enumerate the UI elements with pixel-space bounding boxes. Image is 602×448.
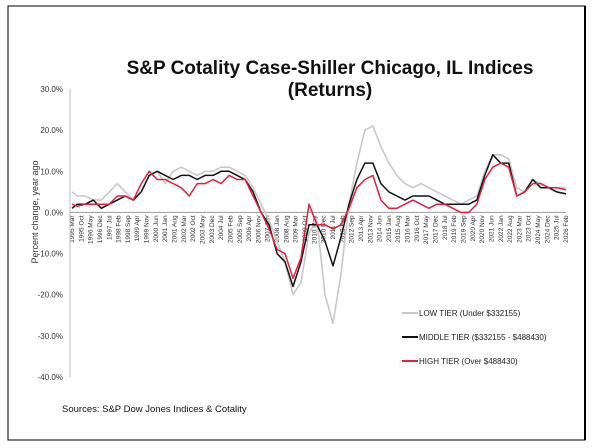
x-tick-label: 2005 Feb: [227, 215, 234, 243]
x-tick-label: 2022 Aug: [507, 215, 514, 243]
x-tick-label: 1996 Dec: [97, 215, 104, 244]
x-tick-label: 2000 Jun: [153, 215, 160, 242]
x-tick-label: 2023 Mar: [516, 215, 523, 243]
chart-frame: [7, 5, 586, 441]
y-axis-label: Percent change, year ago: [30, 160, 40, 263]
x-tick-label: 1998 Sep: [125, 215, 132, 243]
x-tick-label: 2022 Jan: [498, 215, 505, 242]
legend: LOW TIER (Under $332155) MIDDLE TIER ($33…: [402, 309, 547, 366]
x-tick-label: 2015 Aug: [395, 215, 402, 243]
x-tick-label: 1999 Nov: [144, 215, 151, 244]
legend-label: HIGH TIER (Over $488430): [419, 357, 518, 366]
x-tick-label: 2010 Dec: [321, 215, 328, 244]
series-line-high-tier: [71, 162, 567, 280]
y-tick-label: -40.0%: [38, 373, 63, 382]
chart-title-line1: S&P Cotality Case-Shiller Chicago, IL In…: [127, 58, 534, 79]
y-tick-label: 10.0%: [40, 167, 63, 176]
x-tick-label: 2010 May: [311, 215, 318, 244]
x-tick-label: 2011 Jul: [330, 215, 337, 240]
x-tick-label: 1996 May: [88, 215, 95, 244]
x-tick-label: 2004 Jul: [218, 215, 225, 240]
x-tick-label: 2017 Dec: [433, 215, 440, 244]
x-tick-label: 2006 Nov: [255, 215, 262, 244]
x-tick-label: 2025 Jul: [554, 215, 561, 240]
x-tick-label: 2001 Jan: [162, 215, 169, 242]
x-tick-label: 2024 Dec: [544, 215, 551, 244]
x-tick-label: 1997 Jul: [106, 215, 113, 240]
x-tick-label: 2017 May: [423, 215, 430, 244]
y-ticks: 30.0% 20.0% 10.0% 0.0% -10.0% -20.0% -30.0% -40…: [38, 85, 63, 382]
x-tick-label: 2002 Oct: [190, 215, 197, 242]
source-note: Sources: S&P Dow Jones Indices & Cotalit…: [62, 404, 247, 415]
x-tick-label: 2001 Aug: [172, 215, 179, 243]
x-tick-label: 2019 Sep: [460, 215, 467, 243]
y-tick-label: -20.0%: [38, 291, 63, 300]
x-tick-label: 2014 Jun: [377, 215, 384, 242]
x-tick-label: 2023 Oct: [526, 215, 533, 242]
y-tick-label: 20.0%: [40, 126, 63, 135]
x-tick-label: 1995 Oct: [78, 215, 85, 242]
y-tick-label: 0.0%: [45, 208, 63, 217]
x-tick-label: 2015 Jan: [386, 215, 393, 242]
legend-label: LOW TIER (Under $332155): [419, 309, 521, 318]
x-tick-label: 2024 May: [535, 215, 542, 244]
x-tick-label: 2008 Aug: [283, 215, 290, 243]
y-tick-label: -30.0%: [38, 332, 63, 341]
x-tick-label: 2016 Mar: [405, 215, 412, 243]
x-tick-label: 2020 Apr: [470, 215, 477, 242]
x-tick-label: 2020 Nov: [479, 215, 486, 244]
x-tick-label: 2018 Jul: [442, 215, 449, 240]
y-tick-label: -10.0%: [38, 250, 63, 259]
x-tick-label: 2013 Nov: [367, 215, 374, 244]
x-tick-label: 1999 Apr: [134, 215, 141, 242]
x-tick-label: 2012 Sep: [349, 215, 356, 243]
x-tick-label: 2002 Mar: [181, 215, 188, 243]
x-tick-label: 2019 Feb: [451, 215, 458, 243]
chart-title-line2: (Returns): [288, 80, 372, 101]
x-ticks: 1995 Mar 1995 Oct 1996 May 1996 Dec 1997 Jul…: [69, 215, 570, 244]
x-tick-label: 1995 Mar: [69, 215, 76, 243]
x-tick-label: 2003 Dec: [209, 215, 216, 244]
x-tick-label: 2026 Feb: [563, 215, 570, 243]
x-tick-label: 2016 Oct: [414, 215, 421, 242]
legend-label: MIDDLE TIER ($332155 - $488430): [419, 333, 547, 342]
x-tick-label: 2021 Jun: [488, 215, 495, 242]
y-tick-label: 30.0%: [40, 85, 63, 94]
x-tick-label: 2008 Jan: [274, 215, 281, 242]
x-tick-label: 1998 Feb: [116, 215, 123, 243]
x-tick-label: 2005 Sep: [237, 215, 244, 243]
x-tick-label: 2003 May: [199, 215, 206, 244]
x-tick-label: 2006 Apr: [246, 215, 253, 242]
x-tick-label: 2009 Mar: [293, 215, 300, 243]
series-lines: [71, 125, 567, 325]
x-tick-label: 2013 Apr: [358, 215, 365, 242]
